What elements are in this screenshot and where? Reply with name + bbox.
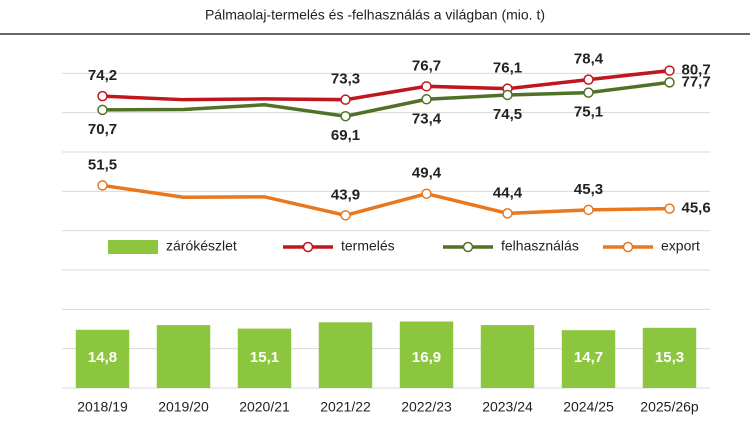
point-marker (97, 104, 108, 116)
data-label: 51,5 (88, 156, 117, 173)
bar (318, 322, 373, 388)
legend-label: export (661, 238, 700, 254)
point-marker (340, 110, 351, 122)
point-marker (583, 87, 594, 98)
legend-label: termelés (341, 238, 395, 254)
point-marker (421, 94, 432, 105)
point-marker (340, 210, 351, 221)
bar-value-label: 15,1 (250, 349, 279, 366)
x-tick-label: 2018/19 (77, 399, 128, 415)
point-marker (664, 77, 675, 88)
data-label: 77,7 (682, 73, 711, 90)
x-tick-label: 2023/24 (482, 399, 533, 415)
point-marker (664, 203, 675, 214)
bar (480, 325, 535, 388)
x-tick-label: 2019/20 (158, 399, 209, 415)
bar (156, 325, 211, 388)
legend-label: felhasználás (501, 238, 579, 254)
data-label: 80,7 (682, 62, 711, 79)
point-marker (502, 208, 513, 219)
legend-label: zárókészlet (166, 238, 237, 254)
data-label: 74,2 (88, 67, 117, 84)
bar (399, 321, 454, 388)
data-label: 73,3 (331, 71, 360, 88)
legend-marker (462, 241, 474, 253)
line (102, 68, 670, 102)
point-marker (583, 74, 594, 85)
point-marker (421, 188, 432, 199)
x-tick-label: 2020/21 (239, 399, 290, 415)
data-label: 78,4 (574, 51, 604, 68)
data-label: 45,3 (574, 181, 603, 198)
bar (237, 328, 292, 388)
x-tick-label: 2022/23 (401, 399, 452, 415)
bar-value-label: 14,7 (574, 349, 603, 366)
point-marker (421, 81, 432, 92)
data-label: 75,1 (574, 104, 603, 121)
data-label: 73,4 (412, 110, 442, 127)
data-label: 76,7 (412, 57, 441, 74)
data-label: 69,1 (331, 127, 360, 144)
x-tick-label: 2024/25 (563, 399, 614, 415)
bar (642, 327, 697, 388)
data-label: 43,9 (331, 186, 360, 203)
bar-value-label: 16,9 (412, 349, 441, 366)
point-marker (97, 90, 108, 102)
point-marker (583, 204, 594, 216)
point-marker (340, 94, 351, 105)
data-label: 74,5 (493, 106, 522, 123)
legend-marker (622, 241, 634, 253)
point-marker (97, 180, 108, 191)
data-label: 70,7 (88, 121, 117, 138)
chart-title: Pálmaolaj-termelés és -felhasználás a vi… (205, 7, 545, 23)
legend-marker (302, 241, 314, 253)
data-label: 44,4 (493, 184, 523, 201)
point-marker (502, 89, 513, 101)
point-marker (664, 65, 675, 76)
legend-swatch (108, 240, 158, 254)
line (102, 183, 670, 218)
bar (75, 329, 130, 388)
data-label: 45,6 (682, 200, 711, 217)
bar-value-label: 15,3 (655, 349, 684, 366)
x-tick-label: 2021/22 (320, 399, 371, 415)
bar-value-label: 14,8 (88, 349, 117, 366)
data-label: 76,1 (493, 60, 522, 77)
bar (561, 330, 616, 388)
data-label: 49,4 (412, 165, 442, 182)
x-tick-label: 2025/26p (640, 399, 699, 415)
line (102, 80, 670, 118)
